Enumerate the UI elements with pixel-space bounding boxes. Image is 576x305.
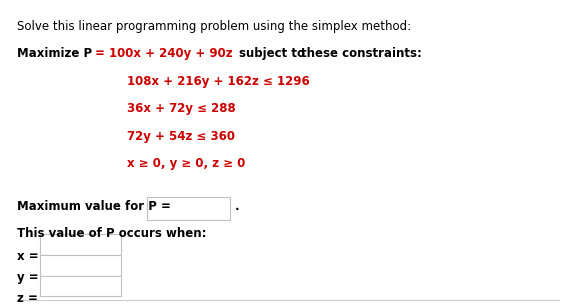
FancyBboxPatch shape: [40, 276, 121, 296]
Text: y =: y =: [17, 271, 43, 285]
FancyBboxPatch shape: [40, 255, 121, 276]
Text: = 100x + 240y + 90z: = 100x + 240y + 90z: [95, 47, 233, 60]
Text: .: .: [235, 200, 240, 213]
Text: Solve this linear programming problem using the simplex method:: Solve this linear programming problem us…: [17, 20, 411, 33]
Text: subject to: subject to: [239, 47, 305, 60]
FancyBboxPatch shape: [40, 234, 121, 255]
Text: 108x + 216y + 162z ≤ 1296: 108x + 216y + 162z ≤ 1296: [127, 75, 309, 88]
Text: these constraints:: these constraints:: [301, 47, 422, 60]
FancyBboxPatch shape: [147, 197, 230, 220]
Text: Maximize P: Maximize P: [17, 47, 92, 60]
Text: x =: x =: [17, 250, 43, 263]
Text: 36x + 72y ≤ 288: 36x + 72y ≤ 288: [127, 102, 236, 115]
Text: Maximum value for P =: Maximum value for P =: [17, 200, 175, 213]
Text: This value of P occurs when:: This value of P occurs when:: [17, 227, 207, 240]
Text: z =: z =: [17, 292, 42, 305]
Text: 72y + 54z ≤ 360: 72y + 54z ≤ 360: [127, 130, 235, 143]
Text: x ≥ 0, y ≥ 0, z ≥ 0: x ≥ 0, y ≥ 0, z ≥ 0: [127, 157, 245, 170]
